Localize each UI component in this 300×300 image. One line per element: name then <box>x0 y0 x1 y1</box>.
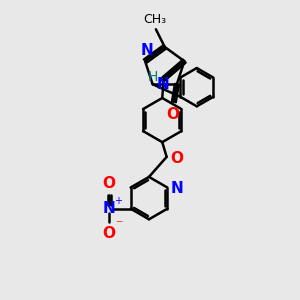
Text: N: N <box>170 182 183 196</box>
Text: N: N <box>140 43 153 58</box>
Text: ⁻: ⁻ <box>115 218 122 232</box>
Text: O: O <box>166 107 179 122</box>
Text: CH₃: CH₃ <box>143 13 166 26</box>
Text: H: H <box>148 70 158 84</box>
Text: N: N <box>103 201 116 216</box>
Text: O: O <box>170 151 183 166</box>
Text: +: + <box>114 196 122 206</box>
Text: O: O <box>103 176 116 191</box>
Text: O: O <box>103 226 116 242</box>
Text: N: N <box>157 77 170 92</box>
